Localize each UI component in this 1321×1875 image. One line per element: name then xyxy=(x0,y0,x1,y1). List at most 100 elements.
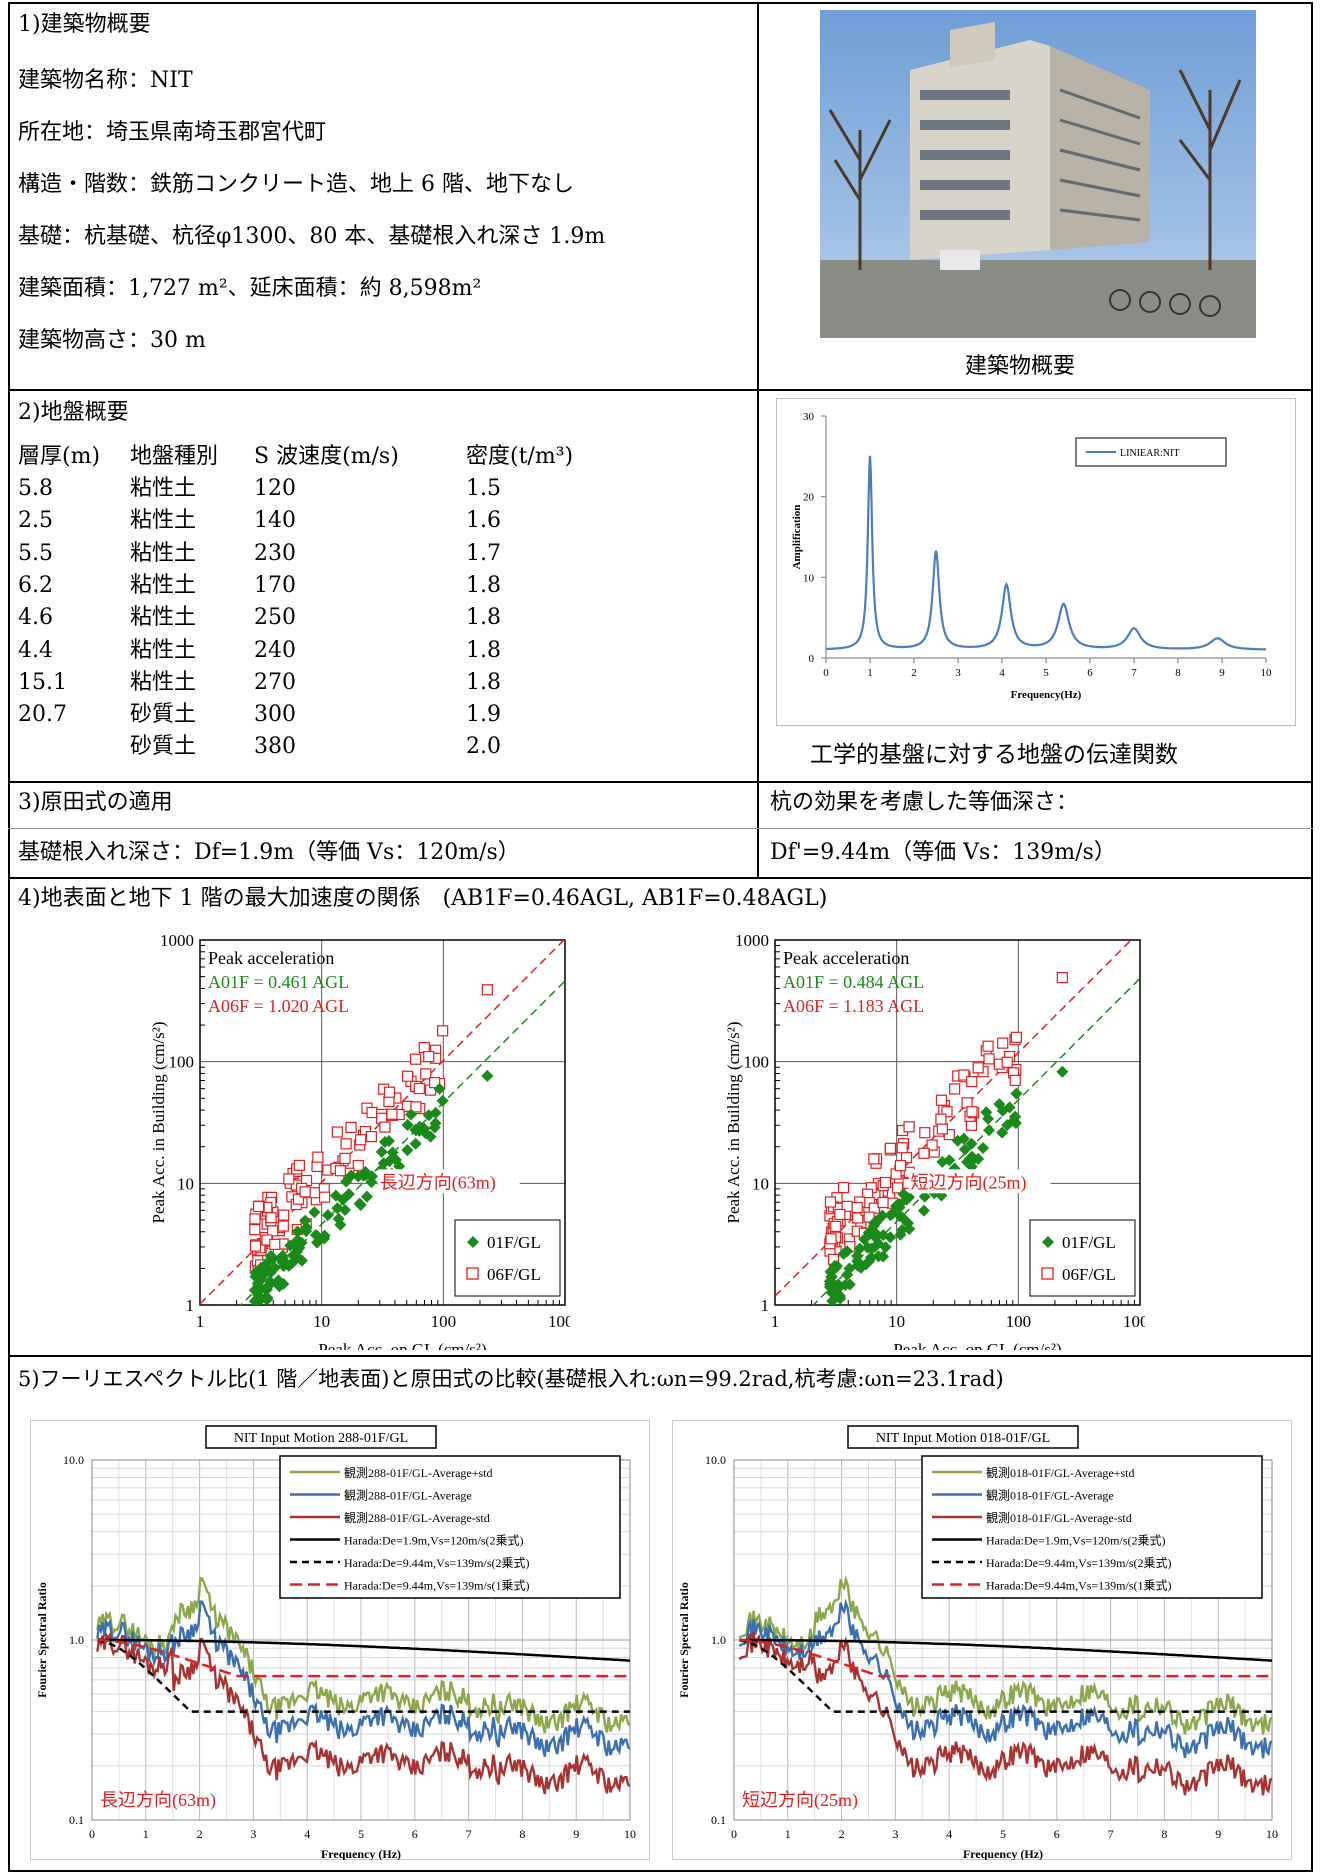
fsr-x-tick-label: 6 xyxy=(412,1827,418,1841)
scatter-point-01f xyxy=(1010,1087,1023,1100)
soil-cell: 2.5 xyxy=(18,508,53,534)
scatter-x-tick-label: 10 xyxy=(313,1312,330,1331)
scatter-point-01f xyxy=(321,1209,334,1222)
tf-series-line xyxy=(826,455,1266,651)
scatter-point-01f xyxy=(982,1112,995,1125)
fourier-ratio-chart-288: 0 1 2 3 4 5 6 7 8 9 10 0.1 1.0 10.0 Frequency (Hz) Four… xyxy=(30,1420,650,1860)
fsr-y-tick-label: 0.1 xyxy=(711,1813,726,1827)
scatter-point-06f xyxy=(278,1209,290,1221)
scatter-chart-short: 11 10 10 100 100 1000 1000 Peak acceleration A01… xyxy=(725,931,1145,1350)
fsr-title: NIT Input Motion 018-01F/GL xyxy=(876,1431,1050,1446)
soil-cell: 1.6 xyxy=(466,508,501,534)
fsr-y-tick-label: 1.0 xyxy=(69,1633,84,1647)
scatter-point-01f xyxy=(311,1236,324,1249)
fourier-ratio-chart-018: 0 1 2 3 4 5 6 7 8 9 10 0.1 1.0 10.0 Frequency (Hz) Four… xyxy=(672,1420,1292,1860)
scatter-legend-label-01f: 01F/GL xyxy=(487,1233,541,1252)
scatter-legend-box xyxy=(454,1219,561,1297)
scatter-y-tick-label: 10 xyxy=(177,1174,194,1193)
frame-top xyxy=(8,2,1313,4)
transfer-chart-frame xyxy=(776,398,1296,726)
divider-row3 xyxy=(8,877,1313,879)
fsr-obs-plus-std xyxy=(738,1575,1272,1735)
scatter-point-06f xyxy=(834,1208,846,1221)
s1-line-area: 建築面積：1,727 m²、延床面積：約 8,598m² xyxy=(18,276,482,301)
soil-cell: 1.5 xyxy=(466,476,501,501)
soil-cell: 270 xyxy=(254,669,296,695)
scatter-y-tick-label: 1000 xyxy=(735,931,769,950)
scatter-x-tick-label: 1000 xyxy=(1123,1312,1145,1331)
s1-line-foundation: 基礎：杭基礎、杭径φ1300、80 本、基礎根入れ深さ 1.9m xyxy=(18,224,606,249)
fsr-x-tick-label: 3 xyxy=(250,1827,256,1841)
fsr-x-tick-label: 9 xyxy=(573,1827,579,1841)
scatter-point-06f xyxy=(352,1159,364,1172)
scatter-point-06f xyxy=(312,1151,324,1163)
soil-cell: 4.6 xyxy=(18,605,53,631)
transfer-function-chart: 0 10 20 30 0 1 2 3 4 5 6 7 8 9 10 Frequency(Hz) Amplific… xyxy=(791,411,1273,701)
fsr-legend-label: Harada:De=1.9m,Vs=120m/s(2乗式) xyxy=(344,1534,524,1548)
frame-left xyxy=(8,2,10,1872)
scatter-annotation-title: Peak acceleration xyxy=(208,948,334,968)
fsr-x-tick-label: 7 xyxy=(1108,1827,1114,1841)
scatter-direction-label: 短辺方向(25m) xyxy=(911,1172,1027,1193)
scatter-point-01f xyxy=(291,1225,304,1238)
scatter-legend-swatch-01f xyxy=(1042,1236,1054,1248)
soil-cell: 250 xyxy=(254,605,296,631)
fsr-y-tick-label: 0.1 xyxy=(69,1813,84,1827)
scatter-legend-swatch-06f xyxy=(466,1267,479,1280)
scatter-point-01f xyxy=(386,1146,399,1159)
scatter-point-01f xyxy=(401,1118,414,1131)
scatter-x-label: Peak Acc. on GL (cm/s²) xyxy=(318,1340,486,1350)
scatter-point-01f xyxy=(825,1277,838,1290)
fsr-direction-label: 短辺方向(25m) xyxy=(742,1790,858,1811)
tf-x-tick-label: 10 xyxy=(1261,667,1273,679)
scatter-point-06f xyxy=(252,1200,265,1213)
soil-cell: 140 xyxy=(254,508,296,534)
soil-header-density: 密度(t/m³) xyxy=(466,444,574,469)
photo-caption: 建築物概要 xyxy=(965,354,1076,379)
scatter-point-06f xyxy=(936,1123,948,1135)
tf-x-tick-label: 2 xyxy=(911,667,917,679)
scatter-point-06f xyxy=(249,1213,261,1225)
s4-title: 4)地表面と地下 1 階の最大加速度の関係 (AB1F=0.46AGL, AB1… xyxy=(18,886,828,911)
tf-x-tick-label: 3 xyxy=(955,667,961,679)
scatter-point-06f xyxy=(366,1106,378,1119)
scatter-point-06f xyxy=(941,1106,953,1118)
scatter-point-06f xyxy=(481,984,493,996)
scatter-fit-line xyxy=(200,940,565,1305)
scatter-point-06f xyxy=(891,1182,904,1194)
scatter-point-06f xyxy=(283,1173,295,1185)
scatter-point-01f xyxy=(393,1160,406,1173)
scatter-point-01f xyxy=(993,1098,1006,1111)
soil-cell: 1.7 xyxy=(466,540,501,566)
soil-cell: 1.8 xyxy=(466,605,501,631)
soil-cell: 4.4 xyxy=(18,637,53,663)
scatter-point-01f xyxy=(300,1225,313,1238)
scatter-point-01f xyxy=(419,1127,432,1140)
scatter-point-01f xyxy=(409,1124,422,1137)
scatter-y-tick-label: 100 xyxy=(744,1053,770,1072)
scatter-point-06f xyxy=(1056,971,1068,984)
scatter-legend-label-06f: 06F/GL xyxy=(1062,1265,1116,1284)
fsr-x-tick-label: 9 xyxy=(1215,1827,1221,1841)
scatter-annotation-title: Peak acceleration xyxy=(783,948,909,968)
fsr-harada-1-9m xyxy=(739,1638,1272,1662)
scatter-point-06f xyxy=(383,1095,395,1108)
scatter-point-06f xyxy=(972,1062,984,1074)
building-photo xyxy=(820,10,1256,338)
scatter-point-01f xyxy=(318,1229,331,1242)
soil-cell: 5.8 xyxy=(18,476,53,501)
scatter-point-01f xyxy=(965,1137,978,1150)
scatter-point-01f xyxy=(433,1082,446,1095)
scatter-point-01f xyxy=(841,1268,854,1281)
fsr-y-tick-label: 10.0 xyxy=(63,1453,84,1467)
scatter-point-06f xyxy=(331,1126,343,1138)
frame-right xyxy=(1311,2,1313,1872)
scatter-point-06f xyxy=(355,1134,367,1146)
tf-x-label: Frequency(Hz) xyxy=(1011,689,1082,701)
scatter-frame xyxy=(774,939,1141,1306)
scatter-point-01f xyxy=(378,1136,391,1149)
scatter-point-01f xyxy=(1003,1101,1016,1114)
s1-line-location: 所在地：埼玉県南埼玉郡宮代町 xyxy=(18,120,327,145)
scatter-point-01f xyxy=(331,1202,344,1215)
scatter-point-01f xyxy=(876,1209,889,1222)
